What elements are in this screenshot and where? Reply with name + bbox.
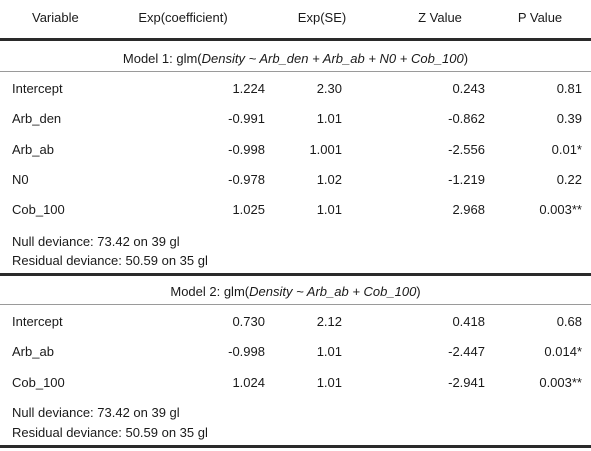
row-variable: Arb_ab (12, 344, 54, 359)
table-header: Variable Exp(coefficient) Exp(SE) Z Valu… (0, 0, 591, 41)
row-exp-se: 1.01 (316, 202, 342, 217)
row-z-value: 2.968 (452, 202, 485, 217)
header-p-value: P Value (517, 10, 563, 25)
model1-formula: Density ~ Arb_den + Arb_ab + N0 + Cob_10… (201, 51, 464, 66)
row-exp-se: 1.01 (316, 344, 342, 359)
row-exp-se: 1.001 (309, 142, 342, 157)
header-variable: Variable (32, 10, 79, 25)
model1-null-deviance: Null deviance: 73.42 on 39 gl (12, 234, 180, 249)
table-bottom-rule (0, 445, 591, 448)
row-z-value: -2.556 (448, 142, 485, 157)
row-exp-coef: -0.998 (228, 344, 265, 359)
header-z-value: Z Value (418, 10, 462, 25)
row-p-value: 0.68 (556, 314, 582, 329)
model2-title-suffix: ) (416, 284, 421, 299)
row-z-value: -2.447 (448, 344, 485, 359)
model1-title: Model 1: glm(Density ~ Arb_den + Arb_ab … (0, 51, 591, 67)
model2-formula: Density ~ Arb_ab + Cob_100 (249, 284, 417, 299)
row-exp-coef: -0.991 (228, 111, 265, 126)
row-exp-se: 1.02 (316, 172, 342, 187)
row-exp-se: 1.01 (316, 375, 342, 390)
row-variable: Intercept (12, 81, 63, 96)
row-variable: N0 (12, 172, 29, 187)
row-exp-coef: -0.978 (228, 172, 265, 187)
row-exp-coef: 1.024 (232, 375, 265, 390)
row-variable: Arb_den (12, 111, 62, 126)
row-variable: Cob_100 (12, 202, 65, 217)
row-z-value: -0.862 (448, 111, 485, 126)
model2-residual-deviance: Residual deviance: 50.59 on 35 gl (12, 425, 208, 440)
header-exp-se: Exp(SE) (297, 10, 347, 25)
row-z-value: 0.418 (452, 314, 485, 329)
row-p-value: 0.014* (544, 344, 582, 359)
row-exp-se: 1.01 (316, 111, 342, 126)
row-p-value: 0.22 (556, 172, 582, 187)
row-z-value: 0.243 (452, 81, 485, 96)
model2-title-divider (0, 304, 591, 305)
row-exp-coef: 0.730 (232, 314, 265, 329)
row-z-value: -1.219 (448, 172, 485, 187)
row-p-value: 0.81 (556, 81, 582, 96)
row-p-value: 0.003** (539, 375, 582, 390)
row-p-value: 0.01* (551, 142, 582, 157)
row-exp-se: 2.30 (316, 81, 342, 96)
row-p-value: 0.39 (556, 111, 582, 126)
model2-title-prefix: Model 2: glm( (170, 284, 250, 299)
row-exp-coef: 1.025 (232, 202, 265, 217)
model1-title-suffix: ) (463, 51, 469, 66)
row-p-value: 0.003** (539, 202, 582, 217)
model2-null-deviance: Null deviance: 73.42 on 39 gl (12, 405, 180, 420)
model1-title-prefix: Model 1: glm( (122, 51, 202, 66)
row-z-value: -2.941 (448, 375, 485, 390)
model1-residual-deviance: Residual deviance: 50.59 on 35 gl (12, 253, 208, 268)
model1-title-divider (0, 71, 591, 72)
model2-title: Model 2: glm(Density ~ Arb_ab + Cob_100) (0, 284, 591, 300)
row-exp-coef: -0.998 (228, 142, 265, 157)
row-variable: Cob_100 (12, 375, 65, 390)
model-separator (0, 273, 591, 276)
row-exp-coef: 1.224 (232, 81, 265, 96)
header-exp-coefficient: Exp(coefficient) (138, 10, 228, 25)
row-variable: Intercept (12, 314, 63, 329)
row-variable: Arb_ab (12, 142, 54, 157)
row-exp-se: 2.12 (316, 314, 342, 329)
